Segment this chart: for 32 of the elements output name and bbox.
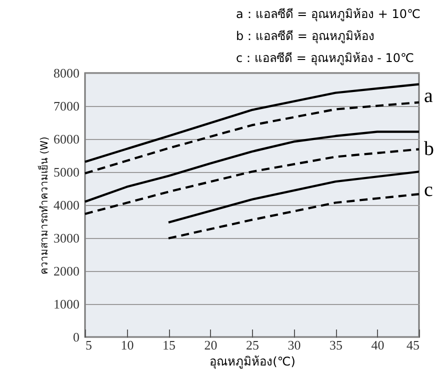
x-tick-label: 10 [120,338,134,352]
text: a：แอลซีดี = อุณหภูมิห้อง + 10℃ [236,6,420,24]
y-tick-label: 7000 [54,98,80,114]
text: c：แอลซีดี = อุณหภูมิห้อง - 10℃ [236,50,415,68]
y-axis-title: ความสามารถทำความเย็น (W) [36,136,50,274]
line-series [167,170,420,224]
text: b [424,138,434,160]
y-tick-label: 6000 [54,132,80,146]
y-tick-label: 2000 [54,264,80,278]
y-tick-label: 5000 [54,164,80,180]
line-series [84,83,420,163]
x-axis-title: อุณหภูมิห้อง(℃) [210,354,296,370]
x-tick-label: 20 [204,338,218,352]
line-series [84,101,420,174]
text: b：แอลซีดี = อุณหภูมิห้อง [236,28,376,46]
line-series [167,193,420,240]
line-series [84,130,420,203]
y-tick-label: 8000 [54,66,80,80]
x-tick-label: 40 [371,338,384,352]
line-series [84,148,420,216]
y-tick-label: 1000 [54,296,80,312]
y-tick-label: 3000 [54,230,80,246]
text: c [424,179,433,201]
y-tick-label: 0 [73,330,80,344]
x-tick-label: 35 [330,338,342,352]
x-tick-label: 25 [246,338,259,352]
x-tick-label: 5 [86,338,92,352]
text: a [424,85,433,107]
x-tick-label: 45 [406,338,420,352]
x-tick-label: 15 [162,338,176,352]
y-tick-label: 4000 [54,198,80,212]
x-tick-label: 30 [288,338,301,352]
